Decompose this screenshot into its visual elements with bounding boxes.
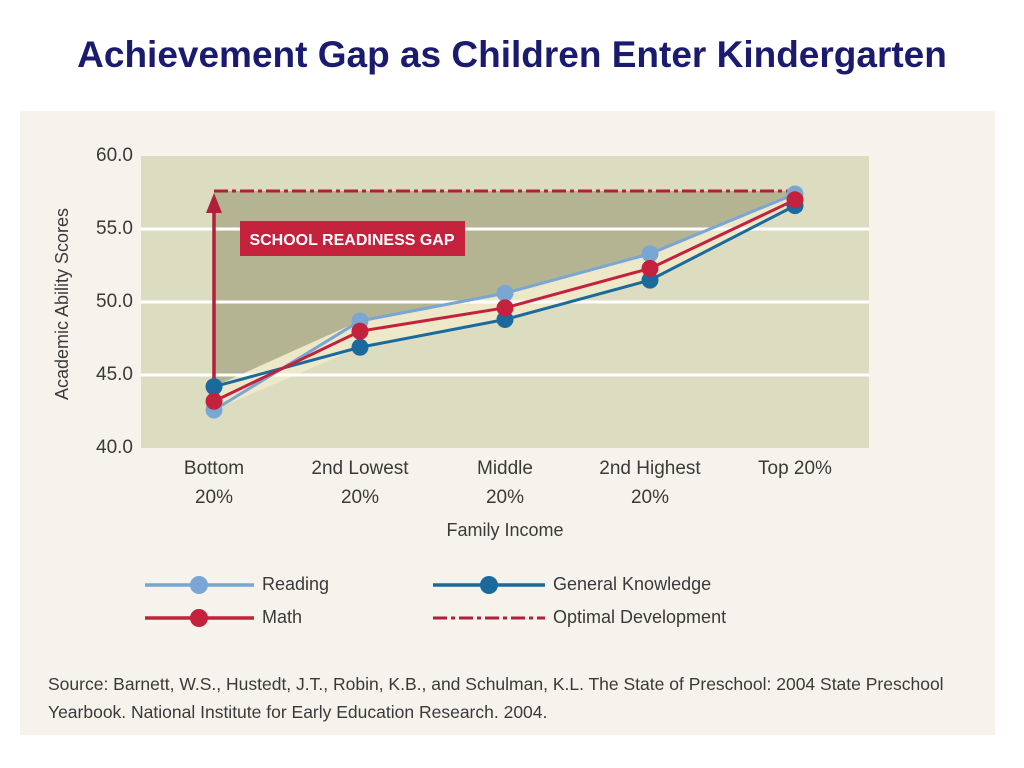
reading-point [641, 245, 659, 263]
x-tick-label: 20% [486, 487, 524, 508]
gap-label-box [240, 221, 465, 256]
x-tick-label: 2nd Lowest [311, 458, 409, 479]
general-knowledge-point [641, 271, 659, 289]
math-point [786, 191, 804, 209]
general-knowledge-point [496, 311, 514, 329]
general-knowledge-point [351, 338, 369, 356]
general-knowledge-point [205, 378, 223, 396]
math-point [351, 322, 369, 340]
x-tick-label: 2nd Highest [599, 458, 701, 479]
slide-title: Achievement Gap as Children Enter Kinder… [77, 34, 947, 75]
x-axis-label: Family Income [446, 520, 563, 540]
y-tick-label: 55.0 [96, 218, 133, 239]
y-tick-label: 40.0 [96, 437, 133, 458]
legend: Reading General Knowledge Math Optimal D… [145, 574, 726, 627]
legend-math-marker [190, 609, 208, 627]
math-point [641, 259, 659, 277]
y-axis-label: Academic Ability Scores [52, 208, 72, 400]
x-tick-label: 20% [341, 487, 379, 508]
legend-reading-marker [190, 576, 208, 594]
x-tick-label: Middle [477, 458, 533, 479]
reading-point [496, 284, 514, 302]
y-tick-label: 60.0 [96, 145, 133, 166]
legend-optimal-label: Optimal Development [553, 607, 726, 627]
x-tick-label: 20% [631, 487, 669, 508]
x-tick-label: Top 20% [758, 458, 832, 479]
math-point [496, 299, 514, 317]
legend-general-knowledge-marker [480, 576, 498, 594]
y-tick-label: 50.0 [96, 291, 133, 312]
legend-general-knowledge-label: General Knowledge [553, 574, 711, 594]
legend-math-label: Math [262, 607, 302, 627]
y-tick-label: 45.0 [96, 364, 133, 385]
legend-reading-label: Reading [262, 574, 329, 594]
x-tick-label: Bottom [184, 458, 244, 479]
gap-arrow-head [206, 193, 222, 214]
gap-label: SCHOOL READINESS GAP [249, 232, 454, 249]
math-point [205, 392, 223, 410]
x-tick-label: 20% [195, 487, 233, 508]
source-citation: Source: Barnett, W.S., Hustedt, J.T., Ro… [48, 674, 944, 722]
